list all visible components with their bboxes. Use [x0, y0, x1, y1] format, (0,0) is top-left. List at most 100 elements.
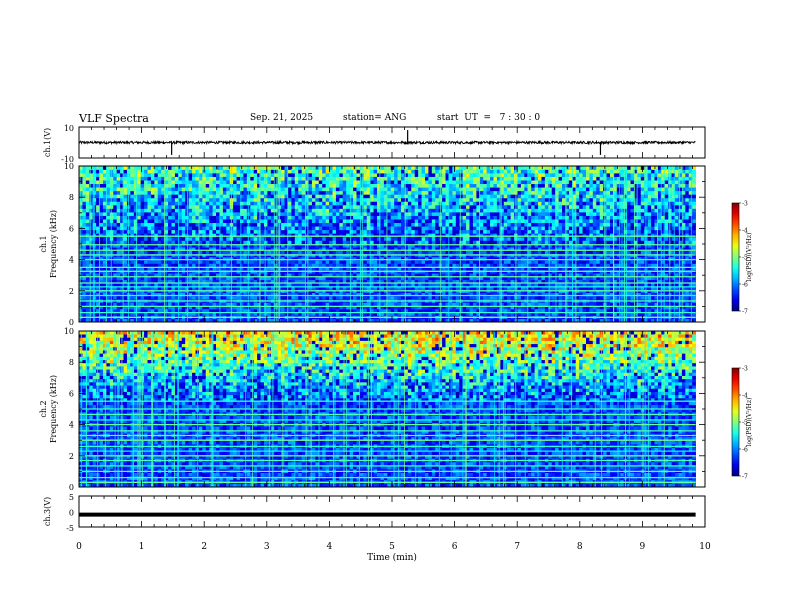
- ch1-spectrogram-cell: [363, 309, 368, 313]
- ch1-spectrogram-cell: [253, 266, 258, 271]
- ch1-spectrogram-cell: [541, 296, 546, 300]
- ch1-spectrogram-cell: [284, 279, 289, 284]
- ch1-spectrogram-cell: [431, 260, 436, 264]
- ch1-spectrogram-cell: [198, 260, 203, 264]
- ch1-spectrogram-cell: [233, 305, 237, 310]
- ch1-spectrogram-cell: [85, 296, 90, 300]
- ch1-spectrogram-cell: [558, 302, 563, 307]
- ch1-spectrogram-cell: [356, 276, 361, 281]
- ch1-spectrogram-cell: [240, 260, 244, 264]
- ch1-spectrogram-cell: [359, 312, 364, 316]
- ch1-spectrogram-cell: [315, 266, 320, 271]
- ch1-spectrogram-cell: [233, 260, 237, 264]
- ch1-spectrogram-cell: [157, 305, 162, 310]
- ch1-spectrogram-cell: [147, 309, 152, 313]
- ch1-spectrogram-cell: [82, 247, 87, 251]
- ch1-spectrogram-cell: [171, 296, 176, 300]
- ch1-spectrogram-cell: [140, 305, 145, 310]
- ch1-spectrogram-cell: [305, 312, 309, 316]
- ch1-spectrogram-cell: [455, 263, 460, 268]
- ch1-spectrogram-cell: [493, 296, 498, 300]
- ch1-spectrogram-cell: [493, 302, 498, 307]
- ch1-spectrogram-cell: [198, 279, 203, 284]
- ch1-spectrogram-cell: [332, 286, 337, 290]
- ch1-spectrogram-cell: [294, 247, 299, 251]
- ch1-spectrogram-cell: [164, 244, 169, 248]
- ch1-spectrogram-cell: [102, 305, 107, 310]
- ch1-spectrogram-cell: [630, 260, 635, 264]
- ch1-spectrogram-cell: [123, 279, 128, 284]
- ch1-spectrogram-cell: [154, 273, 159, 277]
- ch1-spectrogram-cell: [377, 257, 381, 261]
- ch1-spectrogram-cell: [507, 250, 511, 255]
- ch1-spectrogram-cell: [349, 260, 354, 264]
- ch1-spectrogram-cell: [154, 292, 159, 297]
- ch1-spectrogram-cell: [198, 305, 203, 310]
- ch1-spectrogram-cell: [267, 266, 272, 271]
- ch1-spectrogram-cell: [164, 309, 169, 313]
- ch1-spectrogram-cell: [517, 263, 522, 268]
- ch1-spectrogram-cell: [448, 260, 453, 264]
- ch1-spectrogram-cell: [240, 250, 244, 255]
- ch1-spectrogram-cell: [178, 296, 183, 300]
- ch1-spectrogram-cell: [287, 250, 292, 255]
- ch1-spectrogram-cell: [298, 257, 302, 261]
- ch1-spectrogram-cell: [116, 229, 121, 234]
- ch1-spectrogram-cell: [318, 247, 323, 251]
- ch1-spectrogram-cell: [188, 286, 193, 290]
- ch1-spectrogram-cell: [161, 309, 165, 313]
- ch1-spectrogram-cell: [531, 296, 535, 300]
- ch1-spectrogram-cell: [332, 250, 337, 255]
- ch1-spectrogram-cell: [144, 229, 148, 234]
- ch1-spectrogram-cell: [113, 247, 117, 251]
- ch1-spectrogram-cell: [130, 312, 135, 316]
- ch1-spectrogram-cell: [294, 286, 299, 290]
- ch1-spectrogram-cell: [257, 273, 261, 277]
- ch1-spectrogram-cell: [250, 273, 255, 277]
- ch1-spectrogram-cell: [401, 302, 405, 307]
- ch1-spectrogram-cell: [308, 312, 313, 316]
- ch1-spectrogram-cell: [671, 250, 676, 255]
- ch1-spectrogram-cell: [99, 257, 104, 261]
- ch1-spectrogram-cell: [164, 279, 169, 284]
- ch1-spectrogram-cell: [339, 292, 344, 297]
- ch1-spectrogram-cell: [113, 260, 117, 264]
- ch1-spectrogram-cell: [688, 250, 693, 255]
- ch1-spectrogram-cell: [209, 312, 213, 316]
- ch1-spectrogram-cell: [305, 309, 309, 313]
- ch1-spectrogram-cell: [154, 173, 159, 177]
- ch1-spectrogram-cell: [428, 302, 433, 307]
- ch1-spectrogram-cell: [346, 318, 350, 323]
- ch1-spectrogram-cell: [551, 263, 556, 268]
- ch1-spectrogram-cell: [250, 283, 255, 287]
- ch1-spectrogram-cell: [106, 283, 111, 287]
- ch1-spectrogram-cell: [157, 226, 162, 231]
- ch1-spectrogram-cell: [263, 292, 268, 297]
- ch1-spectrogram-cell: [274, 312, 278, 316]
- ch1-spectrogram-cell: [79, 215, 83, 220]
- ch1-spectrogram-cell: [390, 292, 395, 297]
- ch1-spectrogram-cell: [455, 260, 460, 264]
- ch1-spectrogram-cell: [370, 305, 374, 310]
- ch1-spectrogram-cell: [168, 266, 172, 271]
- ch1-spectrogram-cell: [236, 318, 241, 323]
- ch1-spectrogram-cell: [531, 260, 535, 264]
- ch1-spectrogram-cell: [424, 302, 429, 307]
- ch1-spectrogram-cell: [562, 296, 566, 300]
- ch1-spectrogram-cell: [685, 302, 690, 307]
- ch1-spectrogram-cell: [192, 263, 196, 268]
- ch1-spectrogram-cell: [96, 302, 100, 307]
- ch1-spectrogram-cell: [359, 276, 364, 281]
- ch1-spectrogram-cell: [79, 166, 83, 170]
- ch1-spectrogram-cell: [305, 302, 309, 307]
- ch1-spectrogram-cell: [154, 187, 159, 192]
- ch1-spectrogram-cell: [592, 260, 597, 264]
- ch1-spectrogram-cell: [154, 176, 159, 181]
- ch1-spectrogram-cell: [157, 263, 162, 268]
- ch1-spectrogram-cell: [335, 257, 340, 261]
- ch1-spectrogram-cell: [130, 176, 135, 181]
- ch1-spectrogram-cell: [123, 222, 128, 227]
- ch1-spectrogram-cell: [270, 260, 275, 264]
- ch1-spectrogram-cell: [486, 250, 491, 255]
- ch1-spectrogram-cell: [291, 257, 296, 261]
